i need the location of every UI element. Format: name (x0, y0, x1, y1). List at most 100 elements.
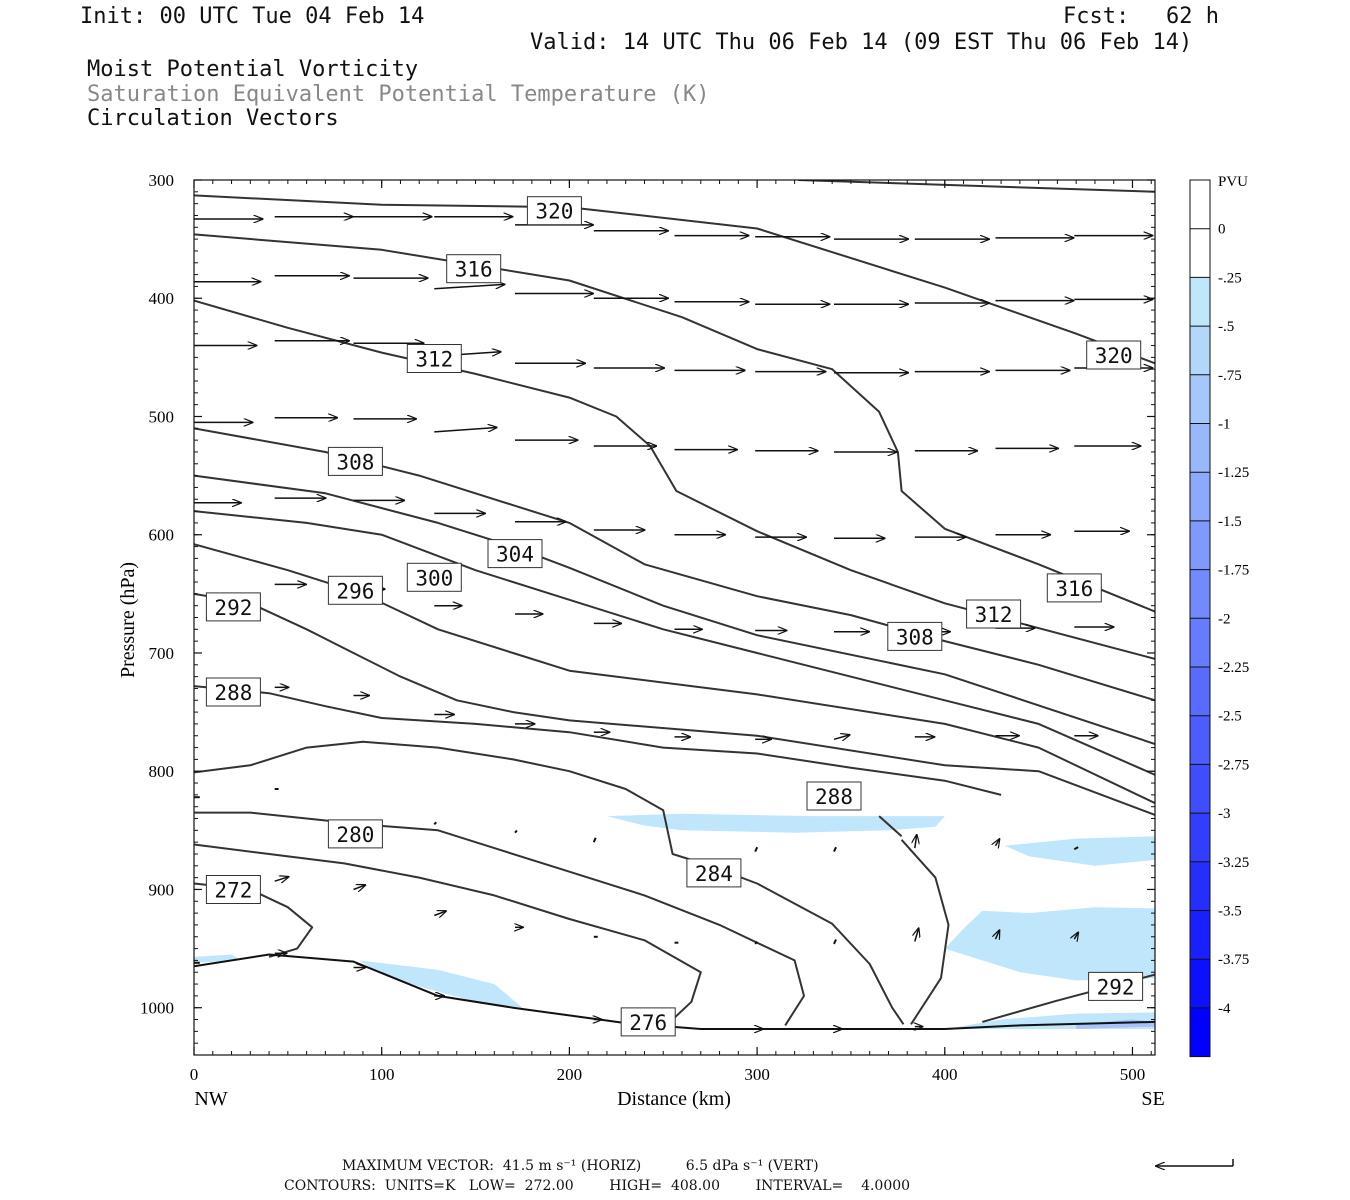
contour-line-unlabeled-15 (878, 815, 903, 838)
colorbar-label: -1.5 (1218, 514, 1242, 530)
contour-label-292-0: 292 (1088, 971, 1144, 1001)
contour-line-296-6 (194, 543, 1155, 805)
vector-arrow-100 (915, 928, 919, 942)
vector-arrow-99 (833, 939, 837, 945)
contour-label-288-0: 288 (205, 677, 261, 707)
contour-line-316-1 (194, 233, 1155, 613)
contour-label-box (327, 446, 383, 476)
colorbar-label: -2.25 (1218, 660, 1249, 676)
contour-label-box (1088, 971, 1144, 1001)
field-title-vectors: Circulation Vectors (87, 106, 339, 131)
contour-label-box (406, 562, 462, 592)
colorbar-segment (1190, 1007, 1210, 1057)
colorbar-label: -1.75 (1218, 563, 1249, 579)
contour-label-272-0: 272 (205, 875, 261, 904)
se-label: SE (1141, 1088, 1164, 1110)
x-tick-label: 100 (369, 1065, 395, 1084)
x-tick-label: 300 (744, 1065, 770, 1084)
contour-label-text: 304 (496, 543, 534, 567)
contour-label-text: 296 (336, 579, 374, 603)
colorbar-segment (1190, 228, 1210, 278)
y-axis-title: Pressure (hPa) (117, 562, 139, 678)
colorbar-segment (1190, 569, 1210, 619)
contour-label-text: 312 (975, 603, 1013, 627)
colorbar: PVU 0 -.25 -.5 -.75 -1 -1.25 -1.5 -1.75 -2 -2.25 -2… (1189, 174, 1249, 1058)
vector-arrow-91 (1073, 846, 1079, 851)
vector-arrow-98 (754, 941, 758, 945)
vector-arrow-102 (1074, 933, 1078, 940)
colorbar-label: -1.25 (1218, 465, 1249, 481)
y-tick-label: 400 (149, 289, 175, 308)
contour-label-text: 272 (214, 879, 252, 903)
contour-label-308-1: 308 (887, 621, 943, 651)
contour-label-text: 288 (214, 681, 252, 705)
contour-label-box (806, 781, 862, 811)
y-tick-label: 900 (149, 880, 175, 899)
vector-arrow-93 (353, 885, 366, 889)
colorbar-label: -3.5 (1218, 904, 1242, 920)
colorbar-segment (1190, 180, 1210, 229)
forecast-label: Fcst: (1063, 4, 1130, 29)
contour-line-unlabeled-16 (798, 180, 1155, 193)
colorbar-segment (1190, 423, 1210, 473)
colorbar-segment (1190, 472, 1210, 521)
contour-label-box (1046, 573, 1102, 603)
valid-time: Valid: 14 UTC Thu 06 Feb 14 (09 EST Thu … (530, 30, 1193, 55)
colorbar-label: -.25 (1218, 270, 1242, 286)
contour-label-text: 316 (1055, 577, 1093, 601)
contour-label-312-1: 312 (966, 599, 1022, 629)
colorbar-segment (1190, 374, 1210, 424)
colorbar-segment (1190, 277, 1210, 327)
colorbar-label: -3.75 (1218, 952, 1249, 968)
contour-label-304-0: 304 (487, 539, 543, 569)
contour-label-box (327, 575, 383, 605)
contour-label-text: 292 (214, 596, 252, 620)
contour-label-312-0: 312 (406, 344, 462, 373)
vector-arrow-92 (274, 877, 289, 881)
colorbar-label: -2.5 (1218, 709, 1242, 725)
colorbar-segment (1190, 764, 1210, 814)
ground-surface-line (194, 953, 1155, 1030)
y-tick-label: 800 (149, 762, 175, 781)
field-title-theta-es: Saturation Equivalent Potential Temperat… (87, 82, 710, 107)
y-tick-label: 300 (149, 171, 175, 190)
x-tick-label: 200 (557, 1065, 583, 1084)
contour-label-316-0: 316 (446, 254, 502, 284)
mpv-shade-region-0 (606, 813, 945, 833)
contour-line-284-9 (194, 740, 905, 1025)
colorbar-segment (1190, 861, 1210, 911)
contour-label-box (620, 1007, 676, 1037)
nw-label: NW (194, 1088, 227, 1110)
contour-label-text: 316 (455, 258, 493, 282)
contour-label-box (446, 254, 502, 284)
contour-label-288-1: 288 (806, 781, 862, 811)
contour-label-292-0: 292 (205, 592, 261, 622)
reference-vector-arrow (1156, 1159, 1234, 1166)
contour-label-text: 284 (695, 862, 733, 886)
contour-label-text: 320 (535, 200, 573, 224)
contour-label-text: 308 (896, 625, 934, 649)
vector-arrow-87 (754, 846, 759, 853)
contour-label-300-0: 300 (406, 562, 462, 592)
contour-label-284-0: 284 (686, 858, 742, 888)
contour-label-box (1086, 340, 1142, 370)
vector-arrow-94 (434, 911, 446, 915)
x-tick-label: 0 (190, 1065, 199, 1084)
contour-label-text: 300 (415, 566, 453, 590)
forecast-hour: 62 h (1166, 4, 1219, 29)
contour-line-308-3 (194, 427, 1155, 702)
colorbar-label: -3 (1218, 806, 1231, 822)
colorbar-label: -4 (1218, 1001, 1231, 1017)
contour-label-280-0: 280 (327, 819, 383, 849)
contour-label-text: 276 (629, 1011, 667, 1035)
colorbar-segment (1190, 715, 1210, 765)
contour-label-308-0: 308 (327, 446, 383, 476)
contour-label-text: 288 (815, 785, 853, 809)
colorbar-label: -.75 (1218, 368, 1242, 384)
contour-line-280-10 (194, 811, 805, 1026)
contour-label-box (406, 344, 462, 373)
contour-label-box (526, 196, 582, 226)
contour-line-300-5 (194, 510, 1155, 776)
y-tick-label: 600 (149, 526, 175, 545)
